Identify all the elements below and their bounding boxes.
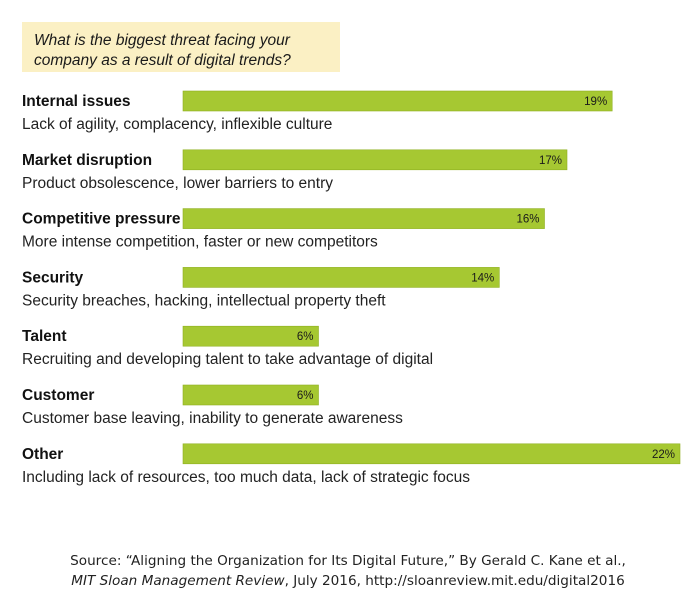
bar-value-label-customer: 6% bbox=[297, 390, 314, 402]
category-description-customer: Customer base leaving, inability to gene… bbox=[22, 410, 403, 427]
category-description-competitive-pressure: More intense competition, faster or new … bbox=[22, 234, 378, 251]
bar-value-label-market-disruption: 17% bbox=[539, 155, 562, 167]
bar-value-label-talent: 6% bbox=[297, 331, 314, 343]
category-label-competitive-pressure: Competitive pressure bbox=[22, 211, 181, 228]
bar-competitive-pressure bbox=[182, 208, 545, 229]
bar-internal-issues bbox=[182, 90, 613, 112]
bar-market-disruption bbox=[182, 149, 568, 171]
category-description-security: Security breaches, hacking, intellectual… bbox=[22, 292, 386, 309]
bar-value-label-competitive-pressure: 16% bbox=[516, 214, 539, 226]
bar-chart: Internal issues Lack of agility, complace… bbox=[22, 90, 681, 486]
category-label-other: Other bbox=[22, 446, 63, 463]
category-description-internal-issues: Lack of agility, complacency, inflexible… bbox=[22, 116, 332, 133]
bar-customer bbox=[182, 384, 319, 406]
source-line-1: Source: “Aligning the Organization for I… bbox=[70, 553, 626, 569]
source-line-2: MIT Sloan Management Review, July 2016, … bbox=[0, 571, 696, 591]
category-label-talent: Talent bbox=[22, 328, 67, 345]
category-description-market-disruption: Product obsolescence, lower barriers to … bbox=[22, 175, 333, 192]
bar-talent bbox=[182, 325, 319, 347]
bar-value-label-internal-issues: 19% bbox=[584, 96, 607, 108]
question-line-1: What is the biggest threat facing your bbox=[34, 32, 290, 49]
source-suffix: , July 2016, http://sloanreview.mit.edu/… bbox=[284, 573, 625, 589]
category-description-other: Including lack of resources, too much da… bbox=[22, 469, 470, 486]
bar-security bbox=[182, 267, 500, 288]
category-label-security: Security bbox=[22, 269, 84, 286]
source-journal: MIT Sloan Management Review bbox=[71, 573, 285, 589]
source-citation: Source: “Aligning the Organization for I… bbox=[0, 551, 696, 591]
question-box: What is the biggest threat facing your c… bbox=[22, 22, 340, 72]
category-label-market-disruption: Market disruption bbox=[22, 152, 152, 169]
category-label-customer: Customer bbox=[22, 387, 94, 404]
category-description-talent: Recruiting and developing talent to take… bbox=[22, 351, 433, 368]
question-line-2: company as a result of digital trends? bbox=[34, 52, 291, 69]
category-label-internal-issues: Internal issues bbox=[22, 93, 131, 110]
bar-value-label-security: 14% bbox=[471, 272, 494, 284]
bar-value-label-other: 22% bbox=[652, 449, 675, 461]
bar-other bbox=[182, 443, 681, 465]
